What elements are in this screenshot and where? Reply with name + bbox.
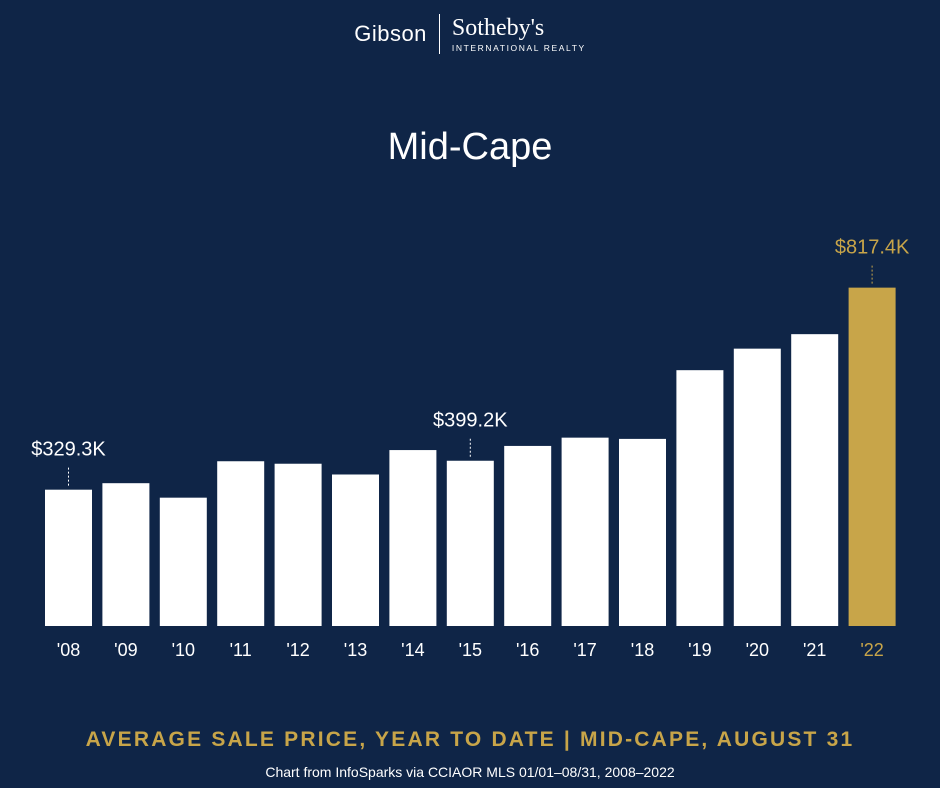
- x-tick-label: '15: [459, 640, 482, 660]
- bar-16: [504, 445, 552, 626]
- x-tick-label: '08: [57, 640, 80, 660]
- x-tick-label: '19: [688, 640, 711, 660]
- bar-15: [446, 460, 494, 626]
- x-tick-label: '22: [860, 640, 883, 660]
- data-label: $817.4K: [835, 237, 910, 259]
- logo-sothebys: Sotheby's INTERNATIONAL REALTY: [440, 15, 586, 53]
- x-tick-label: '10: [172, 640, 195, 660]
- bar-09: [102, 483, 150, 626]
- bar-12: [274, 463, 322, 626]
- x-tick-label: '14: [401, 640, 424, 660]
- bar-11: [217, 461, 265, 626]
- bar-20: [733, 348, 781, 626]
- bar-chart: '08 '09 '10 '11 '12 '13 '14 '15 '16 '17 '18 '19 '20 '…: [31, 237, 910, 660]
- bar-19: [676, 370, 724, 626]
- bar-22: [848, 287, 896, 626]
- bar-17: [561, 437, 609, 626]
- bar-08: [45, 489, 92, 626]
- x-tick-label: '16: [516, 640, 539, 660]
- x-tick-label: '18: [631, 640, 654, 660]
- bar-13: [332, 474, 379, 626]
- logo-gibson: Gibson: [354, 21, 427, 46]
- data-label: $399.2K: [433, 410, 508, 432]
- x-tick-label: '20: [746, 640, 769, 660]
- logo-brand-name: Sotheby's: [451, 15, 545, 41]
- chart-source: Chart from InfoSparks via CCIAOR MLS 01/…: [265, 764, 675, 780]
- logo-divider: [438, 14, 440, 54]
- bar-18: [619, 438, 666, 626]
- x-tick-label: '13: [344, 640, 367, 660]
- x-tick-label: '12: [286, 640, 309, 660]
- x-tick-label: '21: [803, 640, 826, 660]
- bar-10: [159, 497, 207, 626]
- chart-title: Mid-Cape: [387, 126, 553, 168]
- logo-subtitle: INTERNATIONAL REALTY: [451, 43, 586, 53]
- brand-logo: Gibson Sotheby's INTERNATIONAL REALTY: [0, 12, 940, 56]
- x-tick-label: '11: [230, 640, 252, 660]
- x-tick-label: '09: [114, 640, 137, 660]
- x-tick-label: '17: [573, 640, 596, 660]
- data-label: $329.3K: [31, 439, 106, 461]
- bar-21: [791, 334, 839, 626]
- bar-14: [389, 450, 437, 626]
- chart-caption: AVERAGE SALE PRICE, YEAR TO DATE | MID-C…: [85, 728, 855, 751]
